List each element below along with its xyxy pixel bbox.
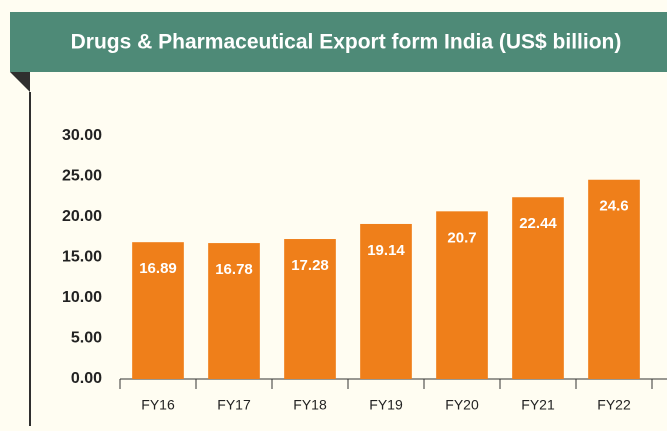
y-tick-label: 0.00: [71, 370, 102, 387]
x-tick-label: FY17: [217, 397, 251, 413]
bar: [588, 179, 640, 379]
bar: [512, 197, 564, 379]
value-label: 19.14: [367, 242, 405, 259]
value-label: 24.6: [599, 198, 628, 215]
chart-title: Drugs & Pharmaceutical Export form India…: [71, 31, 622, 54]
y-tick-label: 10.00: [62, 289, 102, 306]
x-tick-label: FY22: [597, 397, 631, 413]
y-tick-label: 25.00: [62, 168, 102, 185]
x-tick-label: FY21: [521, 397, 555, 413]
y-tick-label: 15.00: [62, 249, 102, 266]
value-label: 16.78: [215, 261, 253, 278]
banner-fold: [10, 72, 30, 92]
title-banner: [10, 12, 667, 72]
bar: [132, 242, 184, 379]
value-label: 20.7: [447, 229, 476, 246]
x-tick-label: FY18: [293, 397, 327, 413]
y-tick-label: 30.00: [62, 127, 102, 144]
bar: [208, 243, 260, 379]
y-tick-label: 20.00: [62, 208, 102, 225]
value-label: 16.89: [139, 260, 177, 277]
x-tick-label: FY20: [445, 397, 479, 413]
bar: [436, 211, 488, 379]
value-label: 22.44: [519, 215, 557, 232]
x-tick-label: FY16: [141, 397, 175, 413]
x-tick-label: FY19: [369, 397, 403, 413]
y-tick-label: 5.00: [71, 330, 102, 347]
value-label: 17.28: [291, 257, 329, 274]
bar: [360, 223, 412, 379]
bar: [284, 239, 336, 379]
